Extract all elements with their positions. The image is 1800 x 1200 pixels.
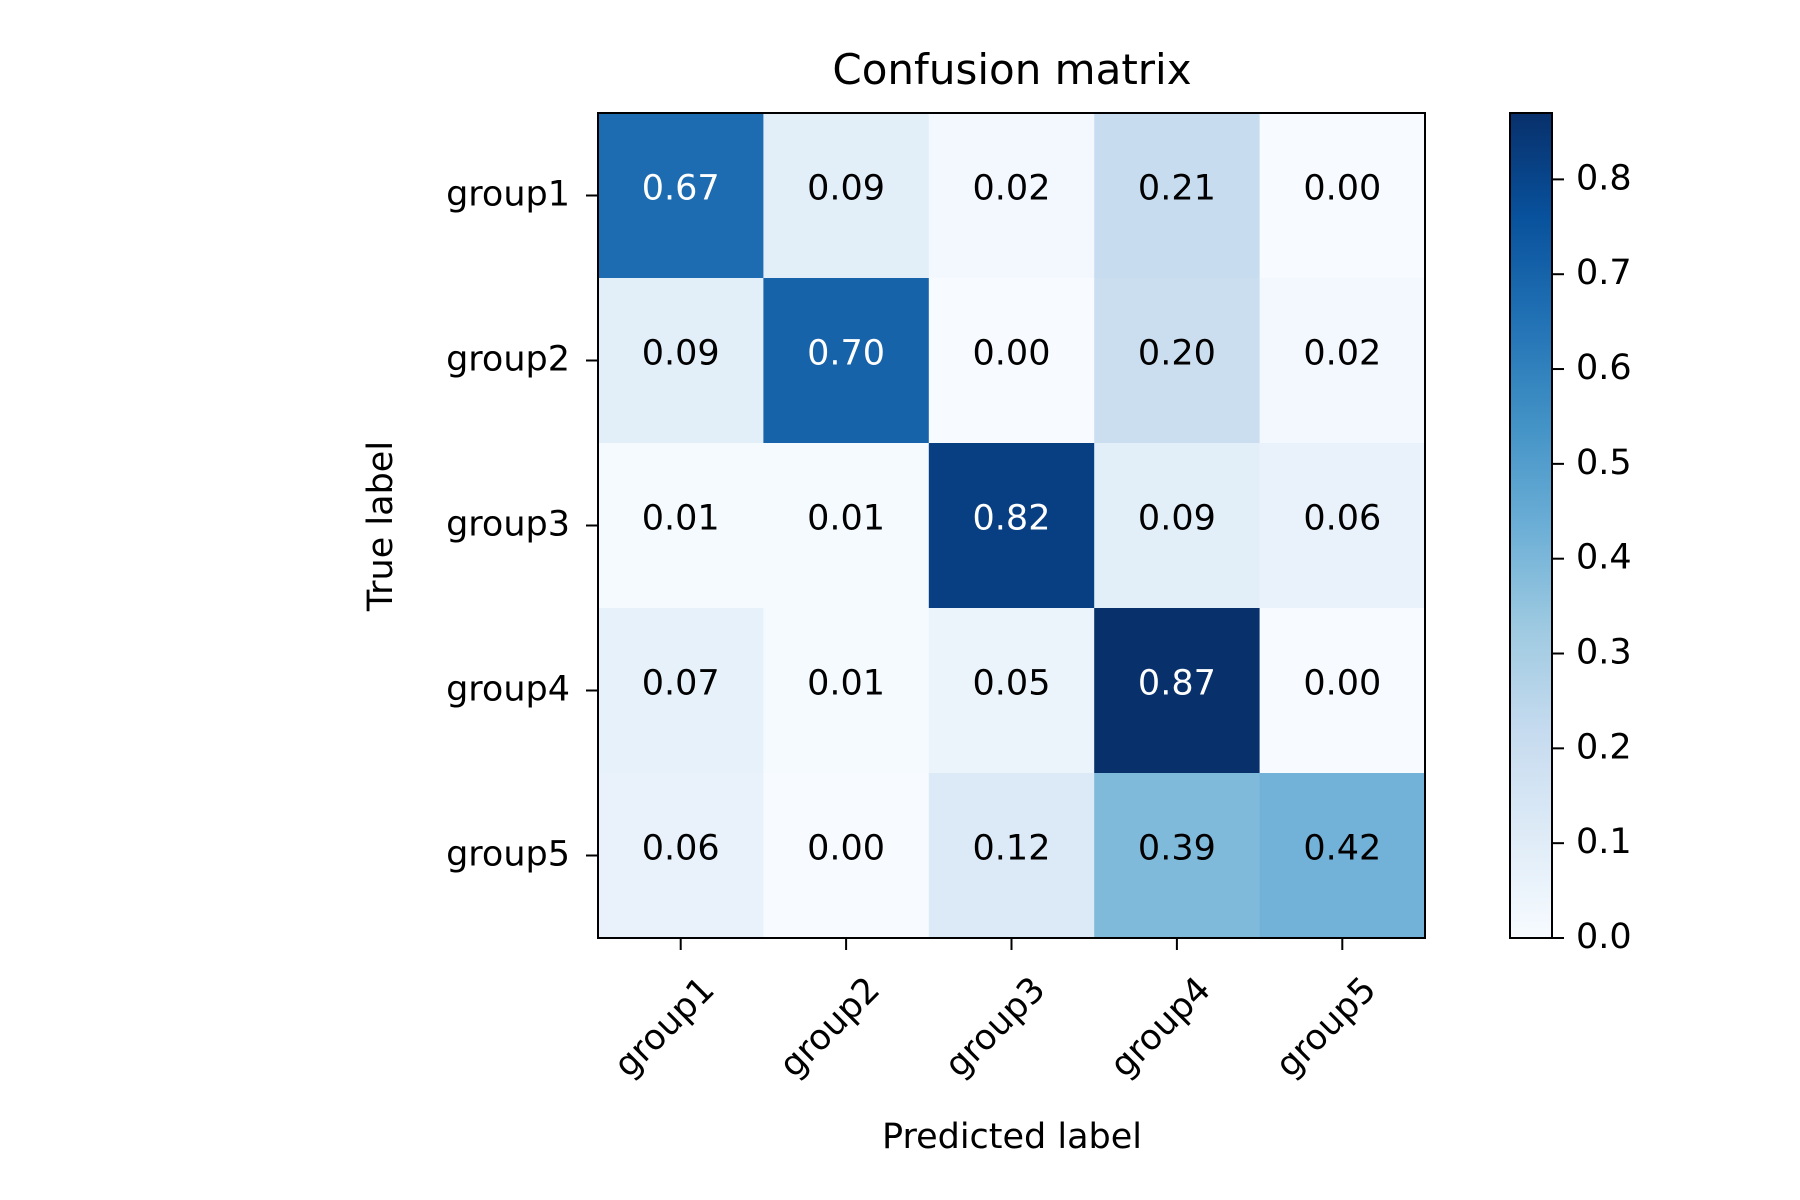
colorbar xyxy=(1509,112,1553,939)
cell-value-label: 0.09 xyxy=(642,334,720,374)
heatmap-cell xyxy=(1094,773,1261,939)
heatmap-cell xyxy=(928,773,1095,939)
cell-value-label: 0.00 xyxy=(973,334,1051,374)
heatmap-cell xyxy=(928,443,1095,609)
x-tick-label: group1 xyxy=(607,970,723,1086)
colorbar-ticks: 0.0 0.1 0.2 0.3 0.4 0.5 0.6 0.7 0.8 xyxy=(1552,158,1632,957)
cell-value-label: 0.21 xyxy=(1138,169,1216,209)
cell-value-label: 0.00 xyxy=(807,829,885,869)
heatmap-cell xyxy=(763,608,930,774)
heatmap-cell xyxy=(1259,608,1426,774)
y-axis-ticks: group1 group2 group3 group4 group5 xyxy=(446,175,598,875)
y-tick-label: group5 xyxy=(446,835,570,875)
heatmap-cell xyxy=(1094,113,1261,279)
heatmap-cell xyxy=(928,608,1095,774)
cell-value-label: 0.06 xyxy=(642,829,720,869)
y-tick-label: group2 xyxy=(446,340,570,380)
chart-title: Confusion matrix xyxy=(832,45,1191,94)
heatmap-cell xyxy=(1259,773,1426,939)
heatmap-cells xyxy=(598,113,1426,939)
heatmap-cell xyxy=(928,113,1095,279)
heatmap-cell-labels: 0.67 0.09 0.02 0.21 0.00 0.09 0.70 0.00 0.20 0.02… xyxy=(642,169,1382,869)
cell-value-label: 0.00 xyxy=(1303,664,1381,704)
x-tick-label: group5 xyxy=(1268,970,1384,1086)
cell-value-label: 0.05 xyxy=(973,664,1051,704)
x-axis-label: Predicted label xyxy=(882,1117,1142,1157)
heatmap-cell xyxy=(598,608,764,774)
cell-value-label: 0.70 xyxy=(807,334,885,374)
cell-value-label: 0.87 xyxy=(1138,664,1216,704)
colorbar-tick-label: 0.5 xyxy=(1576,443,1632,483)
heatmap-cell xyxy=(598,443,764,609)
colorbar-tick-label: 0.3 xyxy=(1576,633,1632,673)
heatmap-cell xyxy=(1259,113,1426,279)
y-tick-label: group3 xyxy=(446,505,570,545)
colorbar-tick-label: 0.2 xyxy=(1576,727,1632,767)
colorbar-tick-label: 0.4 xyxy=(1576,538,1632,578)
x-tick-label: group2 xyxy=(772,970,888,1086)
cell-value-label: 0.01 xyxy=(807,499,885,539)
cell-value-label: 0.09 xyxy=(807,169,885,209)
x-tick-label: group4 xyxy=(1103,970,1219,1086)
cell-value-label: 0.20 xyxy=(1138,334,1216,374)
heatmap-cell xyxy=(598,773,764,939)
cell-value-label: 0.00 xyxy=(1303,169,1381,209)
heatmap-cell xyxy=(1259,278,1426,444)
colorbar-tick-label: 0.7 xyxy=(1576,253,1632,293)
heatmap-cell xyxy=(598,113,764,279)
heatmap-cell xyxy=(1259,443,1426,609)
heatmap-cell xyxy=(1094,608,1261,774)
y-tick-label: group1 xyxy=(446,175,570,215)
x-tick-label: group3 xyxy=(937,970,1053,1086)
heatmap-cell xyxy=(1094,443,1261,609)
cell-value-label: 0.02 xyxy=(1303,334,1381,374)
cell-value-label: 0.67 xyxy=(642,169,720,209)
heatmap-cell xyxy=(763,443,930,609)
heatmap-cell xyxy=(1094,278,1261,444)
y-tick-label: group4 xyxy=(446,670,570,710)
cell-value-label: 0.82 xyxy=(973,499,1051,539)
colorbar-tick-label: 0.6 xyxy=(1576,348,1632,388)
cell-value-label: 0.07 xyxy=(642,664,720,704)
cell-value-label: 0.02 xyxy=(973,169,1051,209)
colorbar-tick-label: 0.8 xyxy=(1576,158,1632,198)
colorbar-tick-label: 0.1 xyxy=(1576,822,1632,862)
cell-value-label: 0.06 xyxy=(1303,499,1381,539)
cell-value-label: 0.01 xyxy=(807,664,885,704)
cell-value-label: 0.39 xyxy=(1138,829,1216,869)
x-axis-ticks: group1 group2 group3 group4 group5 xyxy=(607,938,1384,1086)
heatmap-cell xyxy=(928,278,1095,444)
cell-value-label: 0.42 xyxy=(1303,829,1381,869)
heatmap-cell xyxy=(763,278,930,444)
y-axis-label: True label xyxy=(361,441,401,612)
heatmap-cell xyxy=(763,773,930,939)
cell-value-label: 0.09 xyxy=(1138,499,1216,539)
cell-value-label: 0.01 xyxy=(642,499,720,539)
heatmap-cell xyxy=(763,113,930,279)
cell-value-label: 0.12 xyxy=(973,829,1051,869)
colorbar-tick-label: 0.0 xyxy=(1576,917,1632,957)
heatmap-cell xyxy=(598,278,764,444)
